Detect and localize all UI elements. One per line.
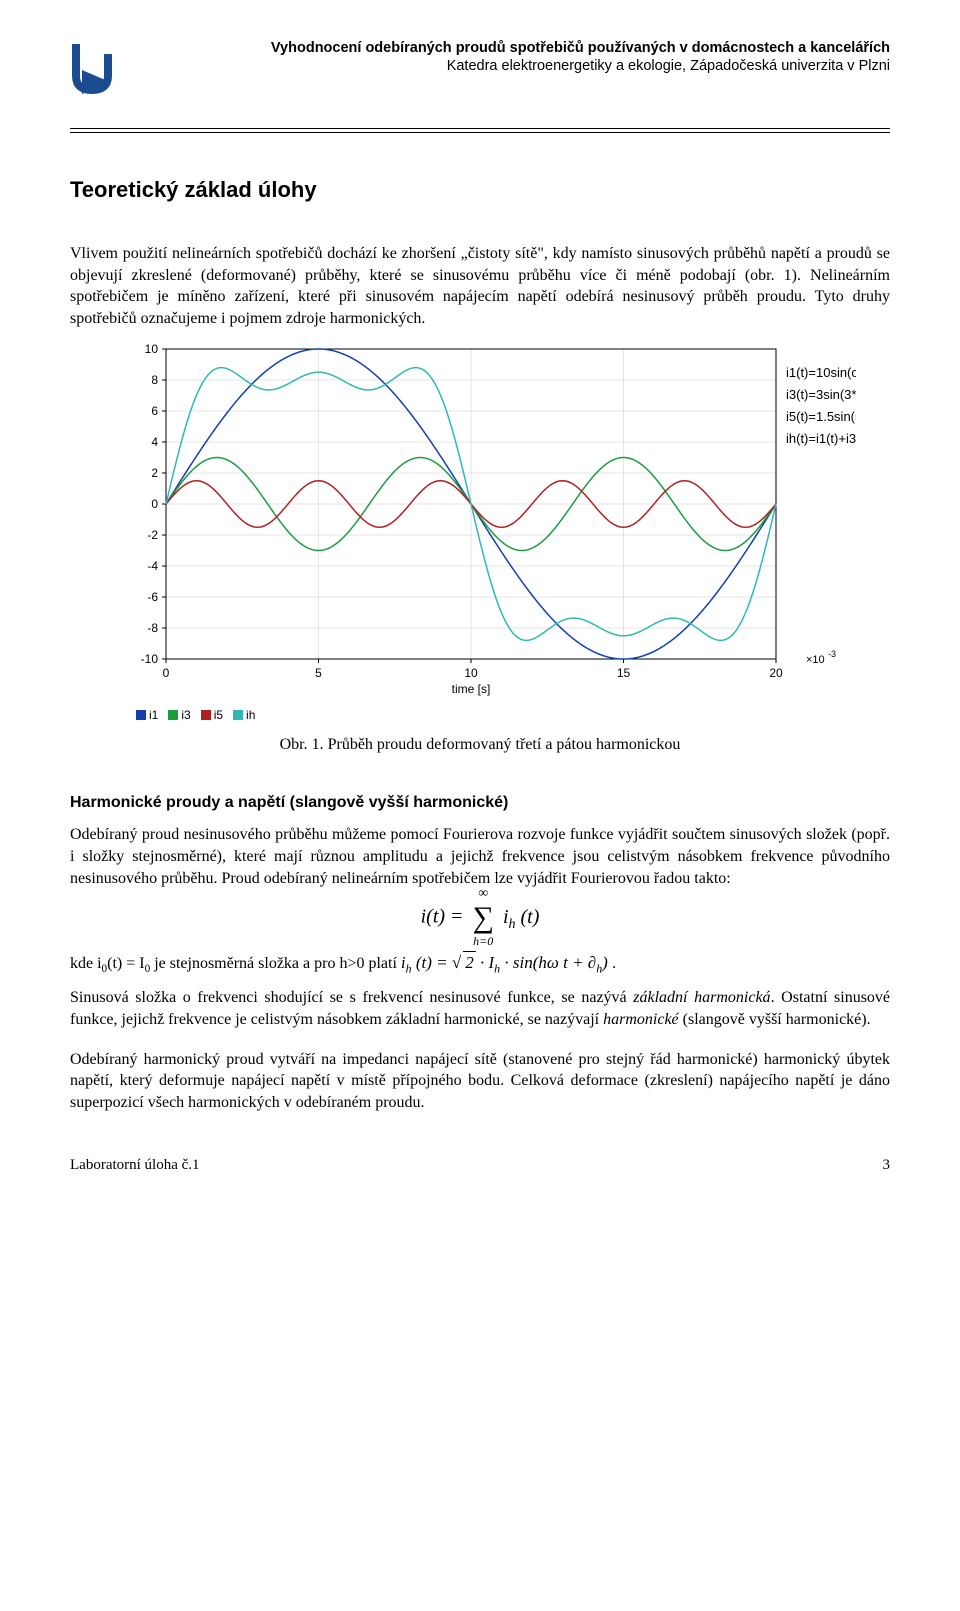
section-heading: Harmonické proudy a napětí (slangově vyš… bbox=[70, 794, 890, 812]
svg-text:8: 8 bbox=[151, 373, 158, 387]
legend-item-i1: i1 bbox=[136, 708, 158, 722]
svg-text:0: 0 bbox=[163, 666, 170, 680]
svg-text:i1(t)=10sin(omega*t): i1(t)=10sin(omega*t) bbox=[786, 365, 856, 380]
header-subtitle: Katedra elektroenergetiky a ekologie, Zá… bbox=[134, 58, 890, 74]
svg-text:10: 10 bbox=[145, 342, 159, 356]
footer-page-number: 3 bbox=[883, 1157, 891, 1174]
harmonic-definition-paragraph: Sinusová složka o frekvenci shodující se… bbox=[70, 987, 890, 1030]
figure-caption: Obr. 1. Průběh proudu deformovaný třetí … bbox=[70, 736, 890, 754]
svg-text:ih(t)=i1(t)+i3(t)+i5(t): ih(t)=i1(t)+i3(t)+i5(t) bbox=[786, 431, 856, 446]
legend-label: i5 bbox=[214, 708, 223, 722]
svg-text:20: 20 bbox=[769, 666, 783, 680]
fourier-intro-paragraph: Odebíraný proud nesinusového průběhu můž… bbox=[70, 824, 890, 889]
svg-text:0: 0 bbox=[151, 497, 158, 511]
page-header: Vyhodnocení odebíraných proudů spotřebič… bbox=[70, 40, 890, 120]
formula-component: ih (t) = √2 · Ih · sin(hω t + ∂h) bbox=[401, 953, 612, 972]
summation-icon: ∞ ∑ h=0 bbox=[473, 903, 494, 933]
svg-text:6: 6 bbox=[151, 404, 158, 418]
formula-sum: i(t) = ∞ ∑ h=0 ih (t) bbox=[70, 903, 890, 933]
chart-swatch-legend: i1 i3 i5 ih bbox=[136, 708, 890, 722]
page: Vyhodnocení odebíraných proudů spotřebič… bbox=[0, 0, 960, 1214]
svg-text:×10: ×10 bbox=[806, 654, 825, 666]
svg-text:5: 5 bbox=[315, 666, 322, 680]
formula-explanation: kde i0(t) = I0 je stejnosměrná složka a … bbox=[70, 951, 890, 977]
main-heading: Teoretický základ úlohy bbox=[70, 177, 890, 203]
swatch-icon bbox=[136, 710, 146, 720]
formula-lhs: i(t) = bbox=[421, 906, 469, 928]
impedance-paragraph: Odebíraný harmonický proud vytváří na im… bbox=[70, 1049, 890, 1114]
svg-text:10: 10 bbox=[464, 666, 478, 680]
svg-text:-10: -10 bbox=[141, 652, 159, 666]
swatch-icon bbox=[233, 710, 243, 720]
svg-text:15: 15 bbox=[617, 666, 631, 680]
svg-text:2: 2 bbox=[151, 466, 158, 480]
svg-text:-6: -6 bbox=[147, 590, 158, 604]
header-text: Vyhodnocení odebíraných proudů spotřebič… bbox=[134, 40, 890, 74]
page-footer: Laboratorní úloha č.1 3 bbox=[70, 1157, 890, 1174]
header-divider bbox=[70, 128, 890, 133]
legend-label: i1 bbox=[149, 708, 158, 722]
footer-left: Laboratorní úloha č.1 bbox=[70, 1157, 200, 1174]
legend-label: ih bbox=[246, 708, 255, 722]
svg-text:i5(t)=1.5sin(5*omega*t): i5(t)=1.5sin(5*omega*t) bbox=[786, 409, 856, 424]
svg-text:time [s]: time [s] bbox=[452, 682, 491, 696]
legend-label: i3 bbox=[181, 708, 190, 722]
swatch-icon bbox=[168, 710, 178, 720]
legend-item-i3: i3 bbox=[168, 708, 190, 722]
harmonics-chart: -10 -8 -6 -4 -2 0 2 4 6 8 10 0 5 10 15 20 time [s] ×10-3 i… bbox=[116, 339, 890, 722]
legend-item-ih: ih bbox=[233, 708, 255, 722]
swatch-icon bbox=[201, 710, 211, 720]
svg-text:4: 4 bbox=[151, 435, 158, 449]
header-title: Vyhodnocení odebíraných proudů spotřebič… bbox=[134, 40, 890, 56]
legend-item-i5: i5 bbox=[201, 708, 223, 722]
svg-text:-3: -3 bbox=[828, 649, 836, 659]
svg-text:i3(t)=3sin(3*omega*t): i3(t)=3sin(3*omega*t) bbox=[786, 387, 856, 402]
svg-text:-4: -4 bbox=[147, 559, 158, 573]
intro-paragraph: Vlivem použití nelineárních spotřebičů d… bbox=[70, 243, 890, 329]
university-logo bbox=[70, 40, 114, 120]
svg-text:-8: -8 bbox=[147, 621, 158, 635]
svg-text:-2: -2 bbox=[147, 528, 158, 542]
chart-svg: -10 -8 -6 -4 -2 0 2 4 6 8 10 0 5 10 15 20 time [s] ×10-3 i… bbox=[116, 339, 856, 699]
